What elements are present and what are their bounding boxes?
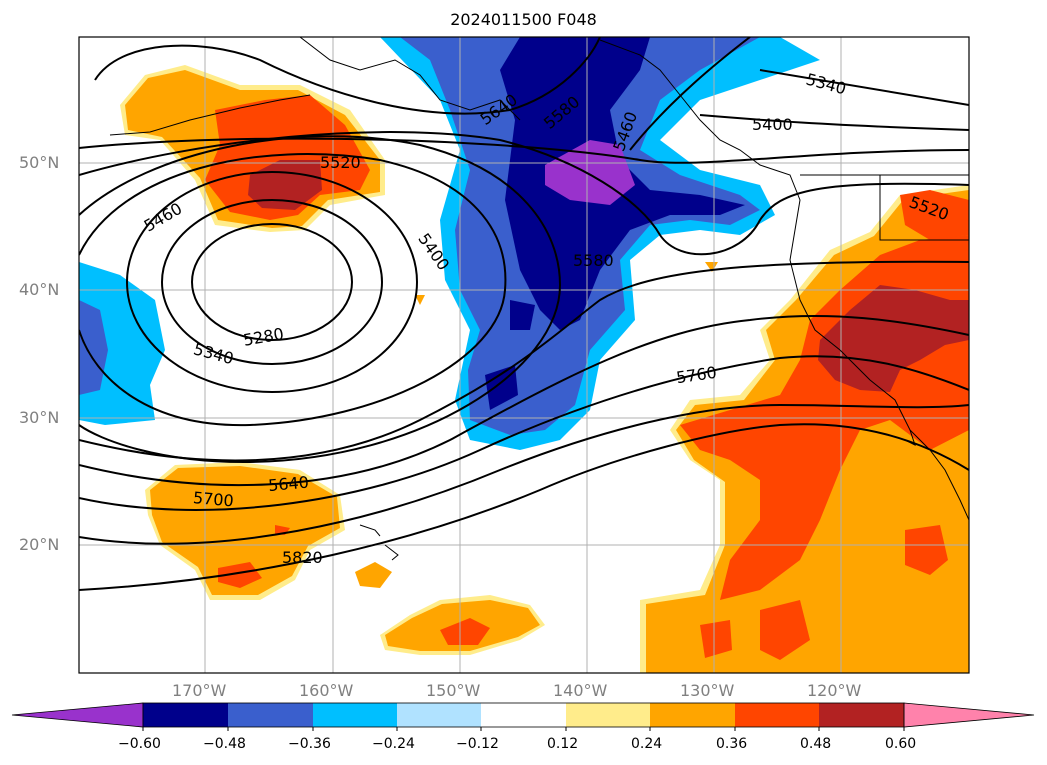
contour-label: 5580 [573, 251, 614, 270]
colorbar-tick-label: −0.36 [288, 736, 331, 752]
colorbar-segment [650, 703, 735, 727]
contour-label: 5400 [752, 115, 793, 134]
graticule [79, 37, 969, 673]
lat-label: 50°N [19, 153, 60, 172]
colorbar-tick-label: 0.12 [547, 736, 579, 752]
contour-label: 5640 [267, 473, 309, 495]
colorbar-tick-label: −0.24 [372, 736, 415, 752]
colorbar-tick-label: 0.60 [885, 736, 917, 752]
colorbar-segment [481, 703, 566, 727]
colorbar-segment [313, 703, 397, 727]
colorbar-segment [566, 703, 650, 727]
colorbar-extend-high [903, 702, 1035, 728]
lon-label: 170°W [172, 681, 227, 700]
colorbar-tick-label: −0.60 [118, 736, 161, 752]
colorbar-tick-label: 0.36 [716, 736, 748, 752]
colorbar-tick-label: 0.24 [631, 736, 663, 752]
colorbar-segment [228, 703, 313, 727]
lon-label: 140°W [553, 681, 608, 700]
colorbar-tick-label: 0.48 [800, 736, 832, 752]
lon-label: 150°W [426, 681, 481, 700]
height-contours [79, 37, 969, 591]
lon-label: 160°W [299, 681, 354, 700]
colorbar-segment [819, 703, 904, 727]
lon-label: 130°W [680, 681, 735, 700]
coastlines [109, 37, 969, 561]
colorbar-segment [143, 703, 228, 727]
colorbar-tick-label: −0.12 [456, 736, 499, 752]
lat-label: 20°N [19, 535, 60, 554]
contour-label: 5820 [282, 548, 323, 567]
lon-label: 120°W [807, 681, 862, 700]
map-border [78, 36, 970, 674]
contour-label: 5520 [320, 153, 361, 172]
colorbar-segment [397, 703, 481, 727]
lat-label: 40°N [19, 280, 60, 299]
contour-label: 5700 [192, 488, 234, 510]
colorbar-tick-label: −0.48 [203, 736, 246, 752]
colorbar [11, 702, 1035, 731]
colorbar-segment [735, 703, 819, 727]
map-title: 2024011500 F048 [450, 10, 597, 29]
colorbar-extend-low [11, 702, 144, 728]
lat-label: 30°N [19, 408, 60, 427]
